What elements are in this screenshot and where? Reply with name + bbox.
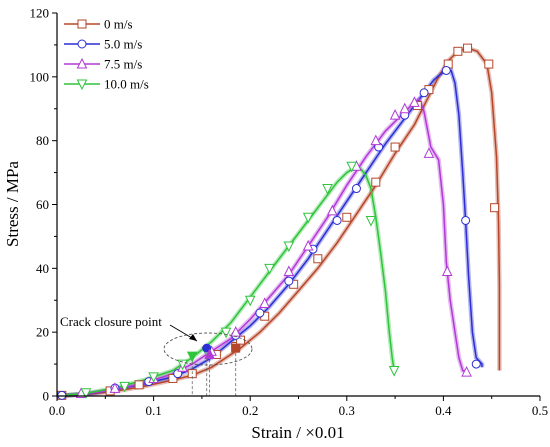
legend-label: 0 m/s — [104, 17, 133, 32]
series-glow — [56, 95, 469, 399]
data-point — [471, 359, 481, 369]
series-glow-layer — [56, 45, 502, 399]
data-point — [327, 204, 338, 216]
data-point — [453, 46, 463, 56]
series-glow — [56, 45, 502, 399]
legend-marker — [76, 57, 88, 69]
data-point — [332, 215, 342, 225]
series-line — [56, 165, 395, 397]
data-point — [302, 212, 314, 224]
data-point — [342, 212, 352, 222]
data-point — [346, 161, 357, 173]
data-point — [409, 96, 420, 107]
data-point — [461, 215, 471, 225]
data-point — [423, 147, 435, 158]
legend-label: 10.0 m/s — [104, 77, 149, 92]
axes-layer: 0.0 0.1 0.2 0.3 0.4 0.5 0 20 40 60 80 100 120 Strai… — [3, 6, 548, 443]
x-tick-label: 0.0 — [49, 403, 65, 418]
y-tick-label: 40 — [36, 261, 49, 276]
legend: 0 m/s 5.0 m/s 7.5 m/s 10.0 m/s — [64, 17, 149, 92]
data-point — [419, 88, 429, 98]
data-point — [284, 276, 294, 286]
data-point — [264, 263, 275, 275]
data-point — [119, 381, 130, 393]
legend-label: 5.0 m/s — [104, 37, 142, 52]
y-ticks: 0 20 40 60 80 100 120 — [30, 6, 57, 404]
y-tick-label: 80 — [36, 133, 49, 148]
data-point — [313, 254, 323, 264]
data-point — [80, 388, 92, 399]
data-point — [388, 365, 400, 377]
y-tick-label: 0 — [43, 389, 50, 404]
y-tick-label: 100 — [30, 69, 50, 84]
data-point — [109, 382, 121, 393]
legend-marker — [76, 79, 88, 91]
x-tick-label: 0.3 — [339, 403, 355, 418]
crack-closure-point — [204, 348, 215, 360]
data-point — [365, 215, 377, 227]
crack-closure-point — [186, 351, 198, 363]
y-axis-title: Stress / MPa — [3, 161, 22, 247]
legend-marker — [77, 39, 87, 49]
y-tick-label: 20 — [36, 325, 49, 340]
crack-closure-label: Crack closure point — [60, 314, 162, 329]
series-layer — [56, 47, 501, 397]
legend-label: 7.5 m/s — [104, 57, 142, 72]
crack-closure-arrowhead — [189, 334, 197, 341]
data-point — [490, 203, 500, 213]
data-point — [134, 380, 144, 390]
data-point — [244, 295, 256, 307]
crack-closure-ellipse — [163, 332, 253, 366]
data-point — [302, 239, 314, 251]
data-point — [168, 373, 178, 383]
series-line — [56, 98, 468, 397]
data-point — [441, 65, 451, 75]
data-point — [322, 184, 333, 195]
data-point — [351, 184, 361, 194]
annotation-layer: Crack closure point — [60, 314, 253, 396]
data-point — [370, 134, 382, 146]
data-point — [57, 390, 67, 400]
data-point — [255, 308, 265, 318]
data-point — [461, 365, 472, 377]
data-point — [463, 43, 473, 53]
x-tick-label: 0.4 — [435, 403, 452, 418]
data-point — [390, 142, 400, 152]
series-line — [56, 47, 501, 397]
x-axis-title: Strain / ×0.01 — [251, 423, 344, 442]
crack-closure-point — [231, 343, 241, 353]
x-tick-label: 0.5 — [532, 403, 548, 418]
data-point — [283, 265, 295, 277]
x-tick-label: 0.1 — [145, 403, 161, 418]
data-point — [220, 327, 232, 339]
crack-closure-point — [202, 343, 212, 353]
x-tick-label: 0.2 — [242, 403, 258, 418]
data-point — [389, 109, 401, 120]
data-point — [148, 372, 159, 383]
y-tick-label: 120 — [30, 6, 50, 21]
series-glow — [56, 163, 397, 399]
data-point — [399, 102, 411, 114]
data-point — [371, 177, 381, 187]
legend-marker — [77, 19, 87, 29]
y-tick-label: 60 — [36, 197, 49, 212]
marker-layer — [57, 43, 500, 400]
data-point — [441, 265, 453, 277]
x-ticks: 0.0 0.1 0.2 0.3 0.4 0.5 — [49, 396, 548, 418]
data-point — [283, 241, 295, 253]
data-point — [259, 297, 270, 308]
data-point — [484, 59, 494, 69]
